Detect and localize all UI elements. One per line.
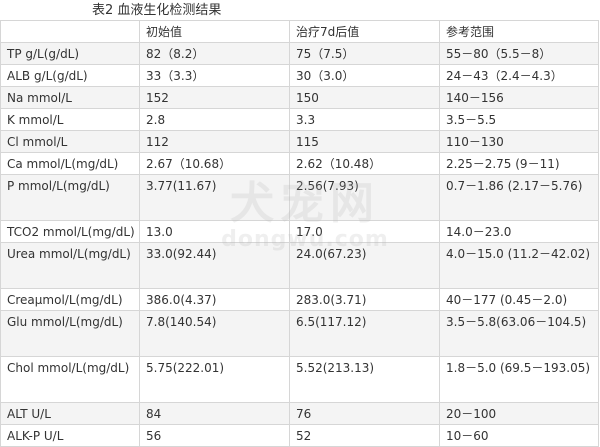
cell-reference-range: 140－156 bbox=[439, 86, 599, 109]
table-row: TCO2 mmol/L(mg/dL) 13.0 17.0 14.0－23.0 bbox=[0, 220, 599, 243]
cell-test-name: Glu mmol/L(mg/dL) bbox=[0, 310, 140, 357]
cell-after-value: 150 bbox=[289, 86, 440, 109]
cell-after-value: 76 bbox=[289, 402, 440, 425]
cell-reference-range: 3.5－5.5 bbox=[439, 108, 599, 131]
blood-chemistry-table: 初始值 治疗7d后值 参考范围 TP g/L(g/dL) 82（8.2） 75（… bbox=[0, 20, 599, 447]
cell-initial-value: 386.0(4.37) bbox=[139, 288, 290, 311]
cell-test-name: ALT U/L bbox=[0, 402, 140, 425]
table-row: K mmol/L 2.8 3.3 3.5－5.5 bbox=[0, 108, 599, 131]
table-row: ALK-P U/L 56 52 10－60 bbox=[0, 424, 599, 447]
cell-initial-value: 2.67（10.68） bbox=[139, 152, 290, 175]
cell-after-value: 30（3.0） bbox=[289, 64, 440, 87]
cell-after-value: 283.0(3.71) bbox=[289, 288, 440, 311]
cell-reference-range: 0.7－1.86 (2.17－5.76) bbox=[439, 174, 599, 221]
table-row: Na mmol/L 152 150 140－156 bbox=[0, 86, 599, 109]
cell-test-name: K mmol/L bbox=[0, 108, 140, 131]
header-cell-item bbox=[0, 20, 140, 43]
cell-reference-range: 1.8－5.0 (69.5－193.05) bbox=[439, 356, 599, 403]
cell-reference-range: 40－177 (0.45－2.0) bbox=[439, 288, 599, 311]
table-row: Urea mmol/L(mg/dL) 33.0(92.44) 24.0(67.2… bbox=[0, 242, 599, 289]
cell-reference-range: 55－80（5.5－8） bbox=[439, 42, 599, 65]
cell-test-name: Na mmol/L bbox=[0, 86, 140, 109]
cell-reference-range: 4.0－15.0 (11.2－42.02) bbox=[439, 242, 599, 289]
cell-test-name: P mmol/L(mg/dL) bbox=[0, 174, 140, 221]
cell-reference-range: 14.0－23.0 bbox=[439, 220, 599, 243]
table-row: Chol mmol/L(mg/dL) 5.75(222.01) 5.52(213… bbox=[0, 356, 599, 403]
cell-reference-range: 3.5－5.8(63.06－104.5) bbox=[439, 310, 599, 357]
header-cell-after-7d: 治疗7d后值 bbox=[289, 20, 440, 43]
cell-initial-value: 7.8(140.54) bbox=[139, 310, 290, 357]
cell-test-name: Chol mmol/L(mg/dL) bbox=[0, 356, 140, 403]
table-caption: 表2 血液生化检测结果 bbox=[92, 3, 222, 18]
table-row: P mmol/L(mg/dL) 3.77(11.67) 2.56(7.93) 0… bbox=[0, 174, 599, 221]
cell-test-name: Urea mmol/L(mg/dL) bbox=[0, 242, 140, 289]
cell-test-name: Cl mmol/L bbox=[0, 130, 140, 153]
cell-initial-value: 56 bbox=[139, 424, 290, 447]
cell-after-value: 5.52(213.13) bbox=[289, 356, 440, 403]
table-row: Ca mmol/L(mg/dL) 2.67（10.68） 2.62（10.48）… bbox=[0, 152, 599, 175]
cell-reference-range: 2.25－2.75 (9－11) bbox=[439, 152, 599, 175]
cell-after-value: 2.56(7.93) bbox=[289, 174, 440, 221]
table-row: TP g/L(g/dL) 82（8.2） 75（7.5） 55－80（5.5－8… bbox=[0, 42, 599, 65]
cell-initial-value: 5.75(222.01) bbox=[139, 356, 290, 403]
table-row: ALT U/L 84 76 20－100 bbox=[0, 402, 599, 425]
cell-test-name: Ca mmol/L(mg/dL) bbox=[0, 152, 140, 175]
cell-reference-range: 20－100 bbox=[439, 402, 599, 425]
cell-reference-range: 24－43（2.4－4.3） bbox=[439, 64, 599, 87]
cell-initial-value: 13.0 bbox=[139, 220, 290, 243]
cell-after-value: 24.0(67.23) bbox=[289, 242, 440, 289]
cell-test-name: TP g/L(g/dL) bbox=[0, 42, 140, 65]
cell-test-name: ALB g/L(g/dL) bbox=[0, 64, 140, 87]
table-header-row: 初始值 治疗7d后值 参考范围 bbox=[0, 20, 599, 43]
header-cell-initial: 初始值 bbox=[139, 20, 290, 43]
cell-initial-value: 112 bbox=[139, 130, 290, 153]
table-row: Glu mmol/L(mg/dL) 7.8(140.54) 6.5(117.12… bbox=[0, 310, 599, 357]
cell-initial-value: 33.0(92.44) bbox=[139, 242, 290, 289]
cell-after-value: 115 bbox=[289, 130, 440, 153]
table-row: Cl mmol/L 112 115 110－130 bbox=[0, 130, 599, 153]
cell-test-name: ALK-P U/L bbox=[0, 424, 140, 447]
cell-initial-value: 82（8.2） bbox=[139, 42, 290, 65]
table-row: Creaμmol/L(mg/dL) 386.0(4.37) 283.0(3.71… bbox=[0, 288, 599, 311]
cell-initial-value: 2.8 bbox=[139, 108, 290, 131]
cell-test-name: Creaμmol/L(mg/dL) bbox=[0, 288, 140, 311]
cell-initial-value: 33（3.3） bbox=[139, 64, 290, 87]
cell-after-value: 2.62（10.48） bbox=[289, 152, 440, 175]
cell-initial-value: 152 bbox=[139, 86, 290, 109]
table-row: ALB g/L(g/dL) 33（3.3） 30（3.0） 24－43（2.4－… bbox=[0, 64, 599, 87]
cell-after-value: 52 bbox=[289, 424, 440, 447]
cell-test-name: TCO2 mmol/L(mg/dL) bbox=[0, 220, 140, 243]
cell-after-value: 17.0 bbox=[289, 220, 440, 243]
cell-after-value: 6.5(117.12) bbox=[289, 310, 440, 357]
header-cell-reference: 参考范围 bbox=[439, 20, 599, 43]
cell-after-value: 3.3 bbox=[289, 108, 440, 131]
cell-reference-range: 110－130 bbox=[439, 130, 599, 153]
cell-after-value: 75（7.5） bbox=[289, 42, 440, 65]
cell-initial-value: 3.77(11.67) bbox=[139, 174, 290, 221]
cell-reference-range: 10－60 bbox=[439, 424, 599, 447]
cell-initial-value: 84 bbox=[139, 402, 290, 425]
